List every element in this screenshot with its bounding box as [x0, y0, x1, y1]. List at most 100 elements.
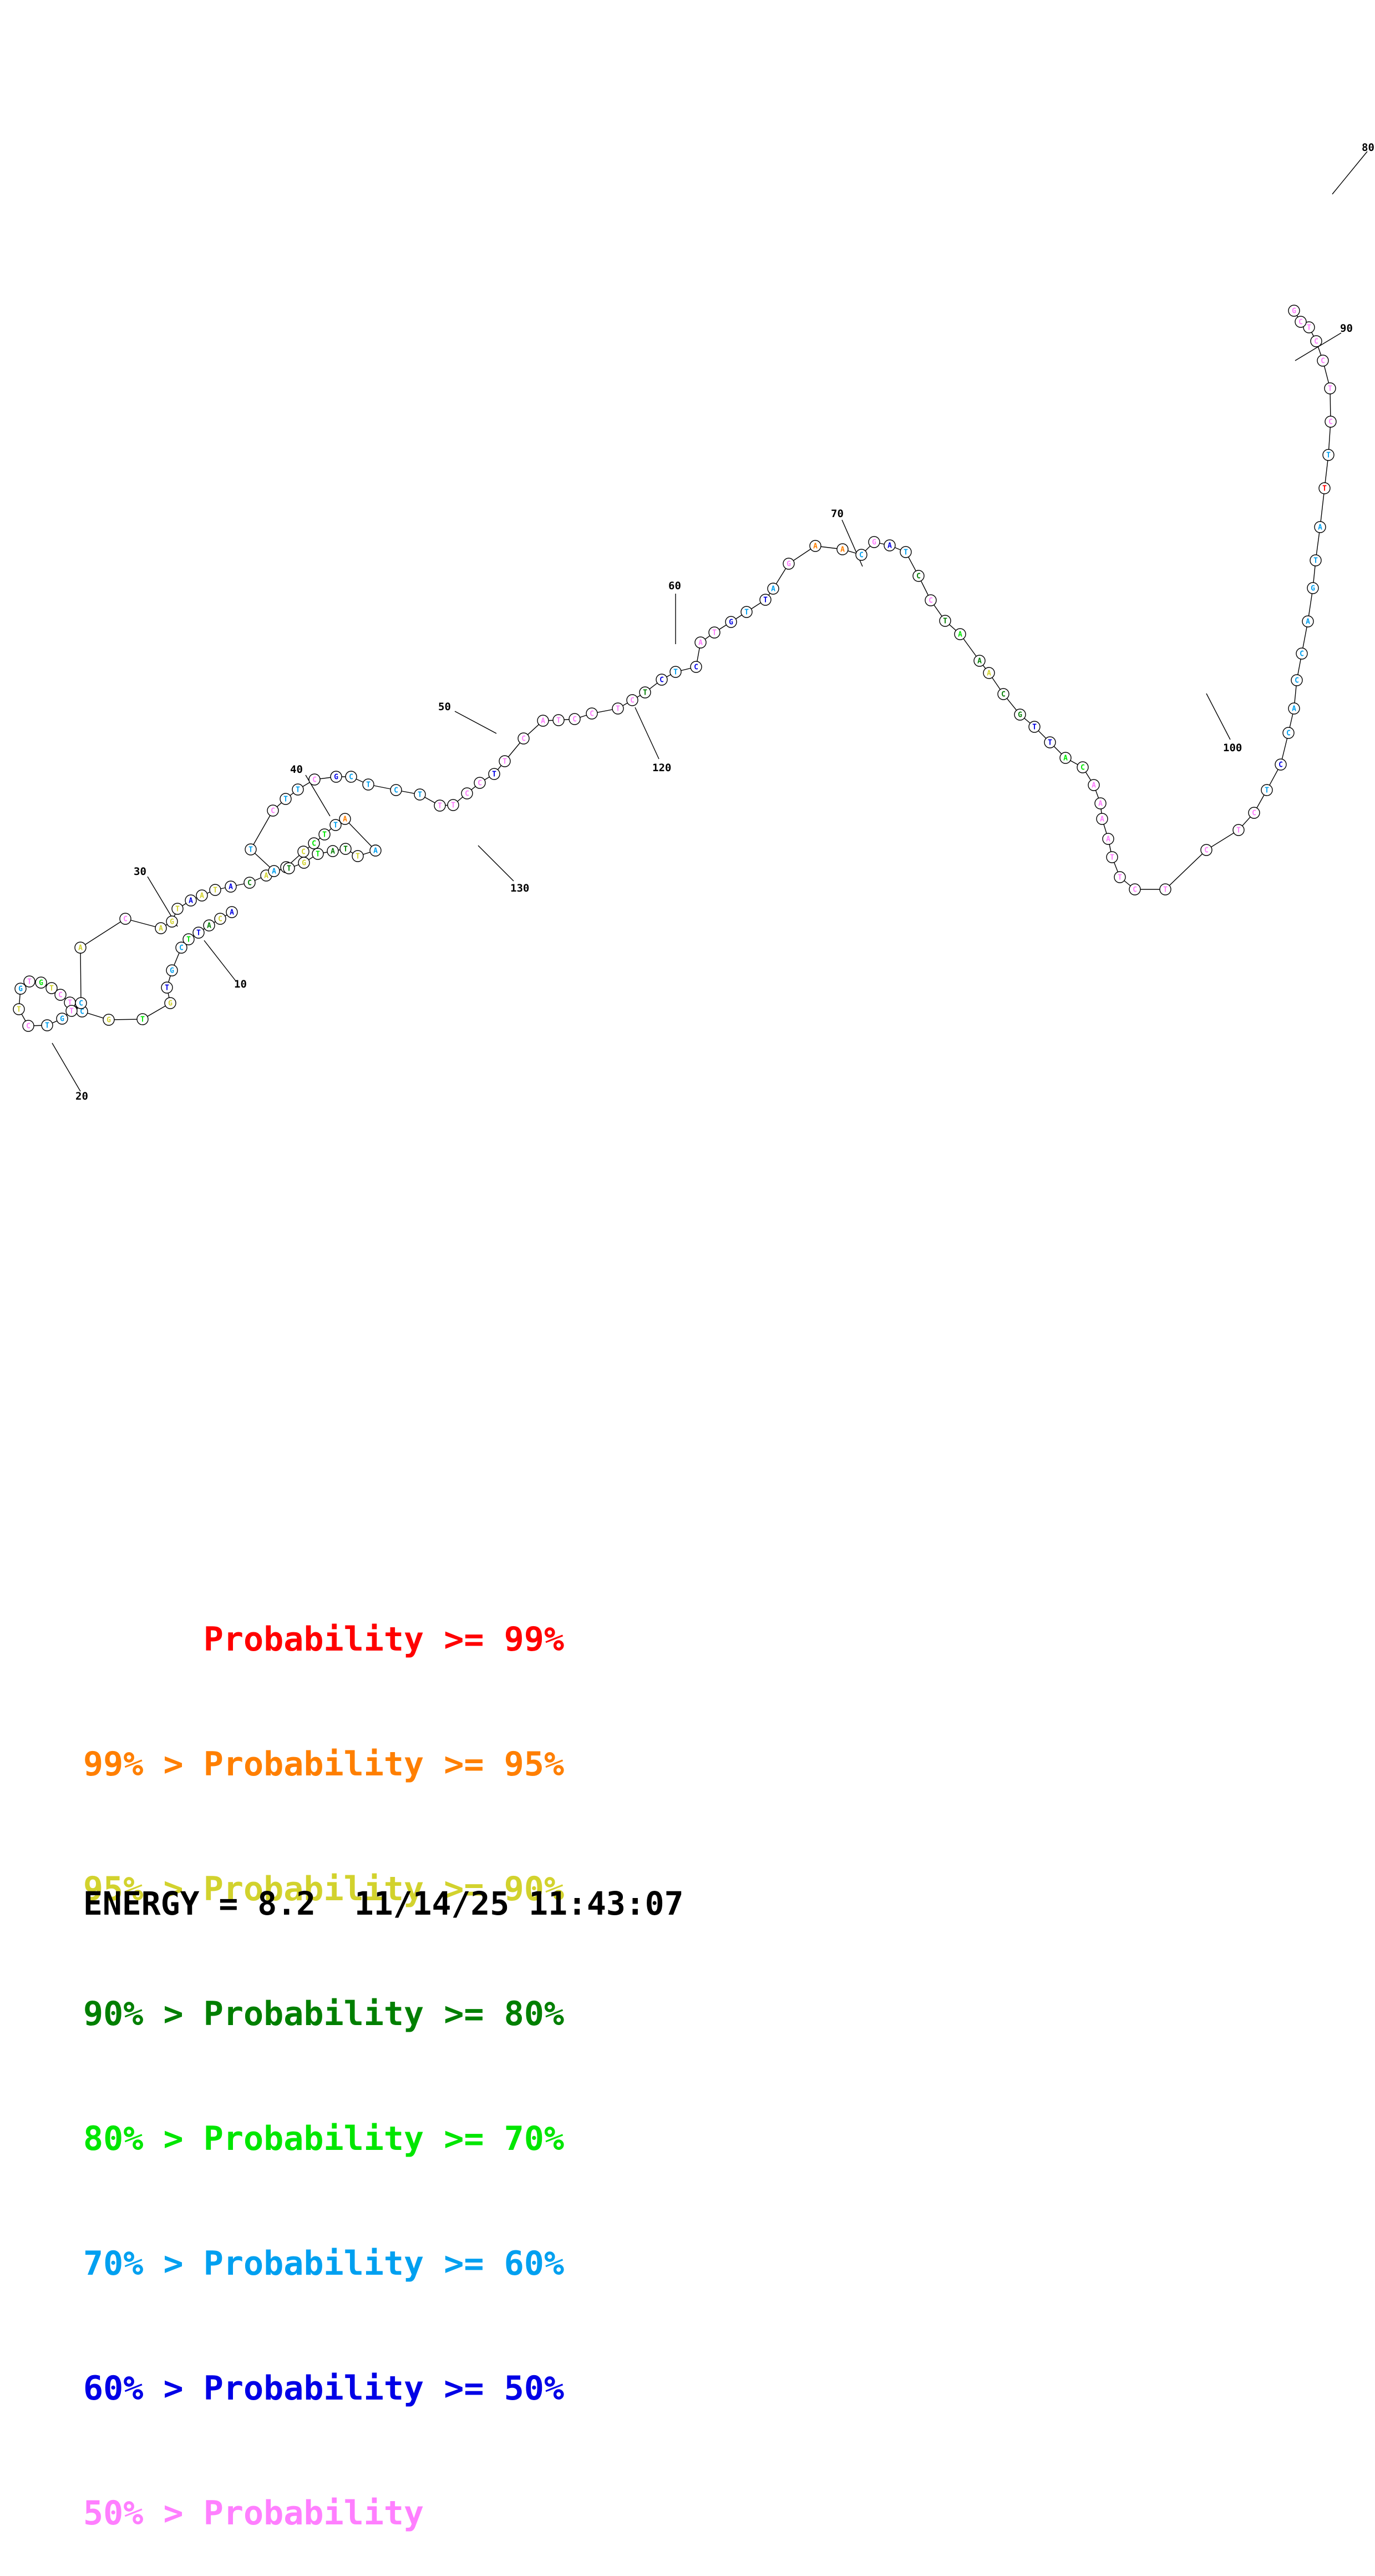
nucleotide: T [447, 799, 459, 811]
nucleotide-letter: G [1292, 307, 1296, 316]
nucleotide: T [352, 850, 364, 862]
nucleotide-letter: C [590, 710, 594, 718]
nucleotide-circle [203, 919, 215, 932]
nucleotide: G [725, 616, 737, 628]
nucleotide: T [136, 1013, 149, 1025]
nucleotide-letter: T [1163, 886, 1168, 894]
legend-row: 99% > Probability >= 95% [83, 1744, 564, 1785]
legend-prefix: 80% > [83, 2119, 204, 2158]
nucleotide-circle [1317, 355, 1329, 367]
nucleotide: A [973, 655, 986, 667]
nucleotide-circle [1295, 316, 1307, 328]
nucleotide-letter: T [343, 846, 348, 854]
nucleotide-letter: C [179, 944, 184, 953]
nucleotide-circle [1044, 736, 1056, 748]
nucleotide-letter: C [859, 551, 864, 560]
nucleotide-circle [552, 714, 565, 726]
index-label-10: 10 [234, 978, 247, 990]
nucleotide: T [1044, 736, 1056, 748]
legend-text: Probability >= 99% [203, 1620, 564, 1659]
nucleotide-circle [65, 1005, 78, 1017]
nucleotide: C [390, 784, 402, 796]
nucleotide-circle [488, 768, 500, 780]
nucleotide-circle [1307, 582, 1319, 594]
nucleotide: G [1288, 305, 1300, 317]
legend-text: Probability >= 60% [203, 2244, 564, 2283]
nucleotide: C [297, 846, 309, 858]
nucleotide-letter: T [45, 1022, 49, 1030]
nucleotide-circle [1232, 824, 1245, 836]
nucleotide: C [1275, 758, 1287, 771]
nucleotide-circle [447, 799, 459, 811]
nucleotide-letter: C [1286, 730, 1291, 738]
nucleotide-circle [499, 755, 511, 767]
nucleotide: T [434, 799, 446, 812]
nucleotide: C [997, 688, 1009, 700]
nucleotide: T [552, 714, 565, 726]
nucleotide-circle [1310, 554, 1322, 566]
nucleotide-letter: C [1298, 318, 1303, 327]
index-label-70: 70 [831, 508, 844, 520]
nucleotide-letter: G [168, 1000, 172, 1008]
nucleotide-letter: A [1292, 705, 1296, 713]
nucleotide-circle [345, 771, 357, 783]
nucleotide-circle [225, 880, 237, 893]
nucleotide-circle [339, 843, 352, 855]
legend-row: 70% > Probability >= 60% [83, 2243, 564, 2285]
nucleotide: A [203, 919, 215, 932]
nucleotide-letter: G [302, 859, 306, 868]
nucleotide: T [312, 848, 324, 860]
nucleotide: C [855, 549, 867, 561]
nucleotide-letter: A [1092, 782, 1096, 790]
nucleotide-circle [461, 787, 473, 799]
nucleotide: T [161, 981, 173, 994]
legend-row: 60% > Probability >= 50% [83, 2368, 564, 2410]
nucleotide: A [836, 543, 849, 555]
nucleotide-letter: T [712, 629, 717, 637]
nucleotide-circle [226, 906, 238, 918]
nucleotide-letter: A [189, 897, 193, 905]
nucleotide-letter: A [887, 542, 892, 550]
nucleotide: T [13, 1003, 25, 1015]
nucleotide: T [318, 828, 331, 841]
nucleotide: T [280, 793, 292, 805]
index-label-100: 100 [1223, 742, 1242, 754]
nucleotide: C [1248, 807, 1260, 819]
nucleotide-circle [474, 777, 486, 789]
nucleotide-letter: T [366, 781, 371, 789]
nucleotide-letter: A [229, 883, 233, 892]
nucleotide: T [488, 768, 500, 780]
nucleotide-letter: A [1100, 816, 1104, 824]
nucleotide: T [283, 862, 295, 874]
nucleotide-circle [983, 667, 995, 679]
nucleotide: T [414, 788, 426, 801]
nucleotide: T [182, 933, 195, 945]
nucleotide-circle [1159, 883, 1171, 895]
nucleotide: C [586, 707, 598, 720]
nucleotide-circle [884, 539, 896, 551]
nucleotide-letter: T [1322, 485, 1327, 493]
nucleotide: T [339, 843, 352, 855]
nucleotide: A [339, 813, 351, 825]
nucleotide-letter: A [331, 848, 335, 856]
nucleotide: C [569, 713, 581, 725]
nucleotide: A [767, 583, 779, 595]
nucleotide: C [1282, 727, 1295, 739]
nucleotide-letter: A [373, 847, 378, 856]
nucleotide: T [192, 927, 205, 939]
nucleotide-circle [308, 837, 320, 849]
nucleotide: C [267, 804, 279, 817]
nucleotide-letter: T [744, 609, 749, 617]
nucleotide-circle [339, 813, 351, 825]
nucleotide-letter: C [58, 991, 63, 1000]
nucleotide-circle [1310, 335, 1322, 347]
nucleotide: A [369, 844, 382, 857]
nucleotide-circle [1325, 416, 1337, 428]
nucleotide-letter: C [465, 790, 469, 798]
nucleotide: A [155, 922, 167, 934]
nucleotide-letter: G [1311, 585, 1315, 593]
nucleotide: C [517, 732, 530, 745]
nucleotide-letter: A [230, 909, 234, 917]
nucleotide-circle [690, 661, 702, 673]
nucleotide: T [1232, 824, 1245, 836]
